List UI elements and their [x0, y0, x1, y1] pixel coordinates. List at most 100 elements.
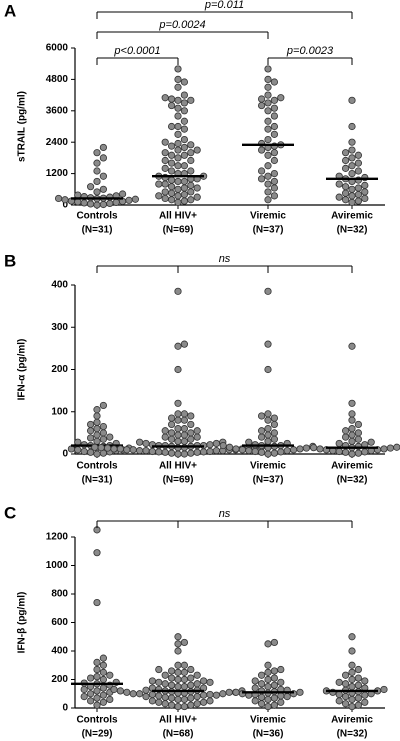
data-dot — [354, 701, 362, 709]
data-dot — [168, 429, 176, 437]
data-dot — [161, 448, 169, 456]
data-dot — [361, 188, 369, 196]
data-dot — [131, 195, 139, 203]
data-dot — [180, 107, 188, 115]
data-dot — [270, 414, 278, 422]
data-dot — [341, 149, 350, 157]
data-dot — [168, 420, 176, 429]
data-dot — [270, 130, 278, 138]
data-dot — [180, 151, 188, 159]
data-dot — [277, 665, 285, 674]
n-label: (N=69) — [163, 475, 194, 486]
data-dot — [264, 410, 272, 418]
data-dot — [232, 445, 240, 453]
data-dot — [335, 678, 343, 686]
data-dot — [93, 201, 101, 209]
data-dot — [93, 406, 101, 414]
data-dot — [180, 437, 188, 445]
data-dot — [270, 184, 278, 192]
data-dot — [354, 190, 362, 199]
data-dot — [361, 181, 369, 189]
data-dot — [174, 702, 182, 711]
data-dot — [264, 188, 272, 196]
data-dot — [148, 697, 156, 705]
data-dot — [174, 65, 182, 73]
data-dot — [93, 658, 101, 667]
data-dot — [348, 192, 356, 200]
data-dot — [119, 190, 127, 198]
data-dot — [74, 446, 82, 454]
y-tick-label: 1200 — [46, 168, 69, 179]
data-dot — [206, 678, 214, 686]
data-dot — [264, 675, 272, 684]
data-dot — [174, 425, 182, 433]
data-dot — [264, 172, 272, 180]
data-dot — [257, 700, 266, 708]
data-dot — [296, 445, 304, 453]
data-dot — [264, 91, 272, 99]
data-dot — [155, 448, 163, 456]
data-dot — [142, 686, 150, 694]
data-dot — [174, 450, 182, 458]
data-dot — [348, 661, 356, 669]
data-dot — [335, 690, 343, 699]
data-dot — [257, 412, 266, 420]
y-tick-label: 4800 — [46, 74, 69, 85]
n-label: (N=69) — [163, 225, 194, 236]
data-dot — [200, 448, 208, 456]
data-dot — [174, 683, 182, 691]
data-dot — [110, 685, 118, 694]
data-dot — [348, 96, 356, 104]
data-dot — [168, 435, 176, 443]
n-label: (N=29) — [82, 729, 113, 740]
data-dot — [168, 151, 176, 159]
data-dot — [174, 154, 182, 162]
data-dot — [212, 447, 220, 455]
data-dot — [155, 692, 163, 700]
data-dot — [87, 420, 95, 429]
data-dot — [180, 702, 188, 711]
data-dot — [136, 447, 144, 455]
data-dot — [264, 683, 272, 691]
y-tick-label: 1000 — [46, 560, 69, 571]
data-dot — [180, 425, 188, 433]
y-tick-label: 100 — [51, 406, 68, 417]
data-dot — [264, 287, 272, 295]
data-dot — [341, 448, 350, 456]
data-dot — [264, 437, 272, 445]
data-dot — [161, 700, 169, 708]
y-tick-label: 600 — [51, 617, 68, 628]
data-dot — [155, 678, 163, 686]
data-dot — [99, 143, 108, 152]
data-dot — [187, 167, 195, 175]
data-dot — [174, 675, 182, 684]
x-tick-label: All HIV+ — [159, 715, 197, 726]
x-tick-label: Viremic — [250, 715, 286, 726]
data-dot — [270, 674, 278, 682]
data-dot — [354, 674, 362, 682]
data-dot — [225, 688, 233, 696]
x-tick-label: Controls — [76, 211, 118, 222]
data-dot — [180, 668, 188, 676]
data-dot — [348, 399, 356, 407]
data-dot — [174, 437, 182, 445]
n-label: (N=68) — [163, 729, 194, 740]
data-dot — [142, 447, 150, 455]
data-dot — [87, 690, 95, 698]
data-dot — [174, 431, 182, 439]
data-dot — [257, 680, 266, 688]
data-dot — [93, 177, 101, 186]
data-dot — [174, 668, 182, 676]
data-dot — [174, 162, 182, 170]
data-dot — [193, 146, 201, 154]
data-dot — [264, 695, 272, 704]
data-dot — [161, 433, 169, 441]
data-dot — [99, 172, 108, 180]
data-dot — [277, 448, 285, 456]
data-dot — [180, 177, 188, 186]
x-tick-label: Aviremic — [331, 461, 373, 472]
data-dot — [187, 412, 195, 420]
n-label: (N=32) — [337, 475, 368, 486]
data-dot — [354, 197, 362, 205]
